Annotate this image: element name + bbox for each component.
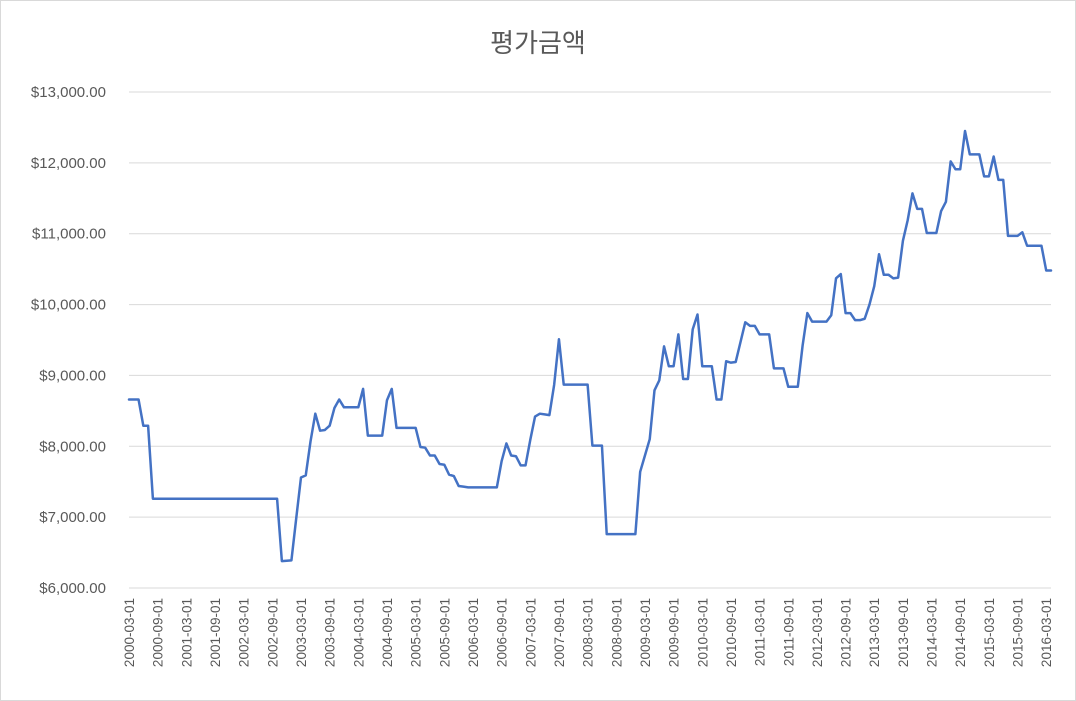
x-tick-label: 2007-03-01 — [523, 598, 538, 667]
x-tick-label: 2004-03-01 — [351, 598, 366, 667]
x-tick-label: 2013-09-01 — [896, 598, 911, 667]
x-tick-label: 2001-09-01 — [208, 598, 223, 667]
x-tick-label: 2010-03-01 — [695, 598, 710, 667]
x-tick-label: 2015-09-01 — [1011, 598, 1026, 667]
x-tick-label: 2006-09-01 — [495, 598, 510, 667]
x-tick-label: 2015-03-01 — [982, 598, 997, 667]
x-tick-label: 2013-03-01 — [867, 598, 882, 667]
x-tick-label: 2000-09-01 — [151, 598, 166, 667]
x-tick-label: 2000-03-01 — [122, 598, 137, 667]
y-tick-label: $6,000.00 — [39, 580, 106, 597]
y-tick-label: $8,000.00 — [39, 438, 106, 455]
x-tick-label: 2005-09-01 — [437, 598, 452, 667]
series-layer — [127, 129, 1053, 563]
y-axis-tick-labels: $6,000.00 $7,000.00 $8,000.00 $9,000.00 $10,… — [31, 84, 106, 597]
x-tick-label: 2007-09-01 — [552, 598, 567, 667]
chart-title: 평가금액 — [490, 29, 586, 59]
y-tick-label: $13,000.00 — [31, 84, 106, 101]
x-tick-label: 2009-09-01 — [667, 598, 682, 667]
x-tick-label: 2010-09-01 — [724, 598, 739, 667]
y-tick-label: $12,000.00 — [31, 155, 106, 172]
y-tick-label: $9,000.00 — [39, 367, 106, 384]
x-tick-label: 2008-09-01 — [609, 598, 624, 667]
gridlines — [129, 91, 1051, 589]
x-tick-label: 2016-03-01 — [1039, 598, 1054, 667]
x-tick-label: 2003-09-01 — [323, 598, 338, 667]
x-tick-label: 2003-03-01 — [294, 598, 309, 667]
x-tick-label: 2008-03-01 — [581, 598, 596, 667]
x-tick-label: 2011-03-01 — [753, 598, 768, 666]
x-tick-label: 2014-03-01 — [925, 598, 940, 667]
x-tick-label: 2002-09-01 — [265, 598, 280, 667]
x-tick-label: 2009-03-01 — [638, 598, 653, 667]
x-tick-label: 2002-03-01 — [237, 598, 252, 667]
y-tick-label: $10,000.00 — [31, 297, 106, 314]
x-tick-label: 2005-03-01 — [409, 598, 424, 667]
x-tick-label: 2006-03-01 — [466, 598, 481, 667]
x-tick-label: 2011-09-01 — [781, 598, 796, 666]
x-tick-label: 2001-03-01 — [179, 598, 194, 667]
y-tick-label: $11,000.00 — [32, 226, 106, 243]
x-axis-tick-labels: 2000-03-01 2000-09-01 2001-03-01 2001-09-01… — [122, 598, 1054, 667]
x-tick-label: 2014-09-01 — [953, 598, 968, 667]
x-tick-label: 2004-09-01 — [380, 598, 395, 667]
y-tick-label: $7,000.00 — [39, 509, 106, 526]
x-tick-label: 2012-09-01 — [839, 598, 854, 667]
x-tick-label: 2012-03-01 — [810, 598, 825, 667]
series-line — [127, 129, 1053, 563]
